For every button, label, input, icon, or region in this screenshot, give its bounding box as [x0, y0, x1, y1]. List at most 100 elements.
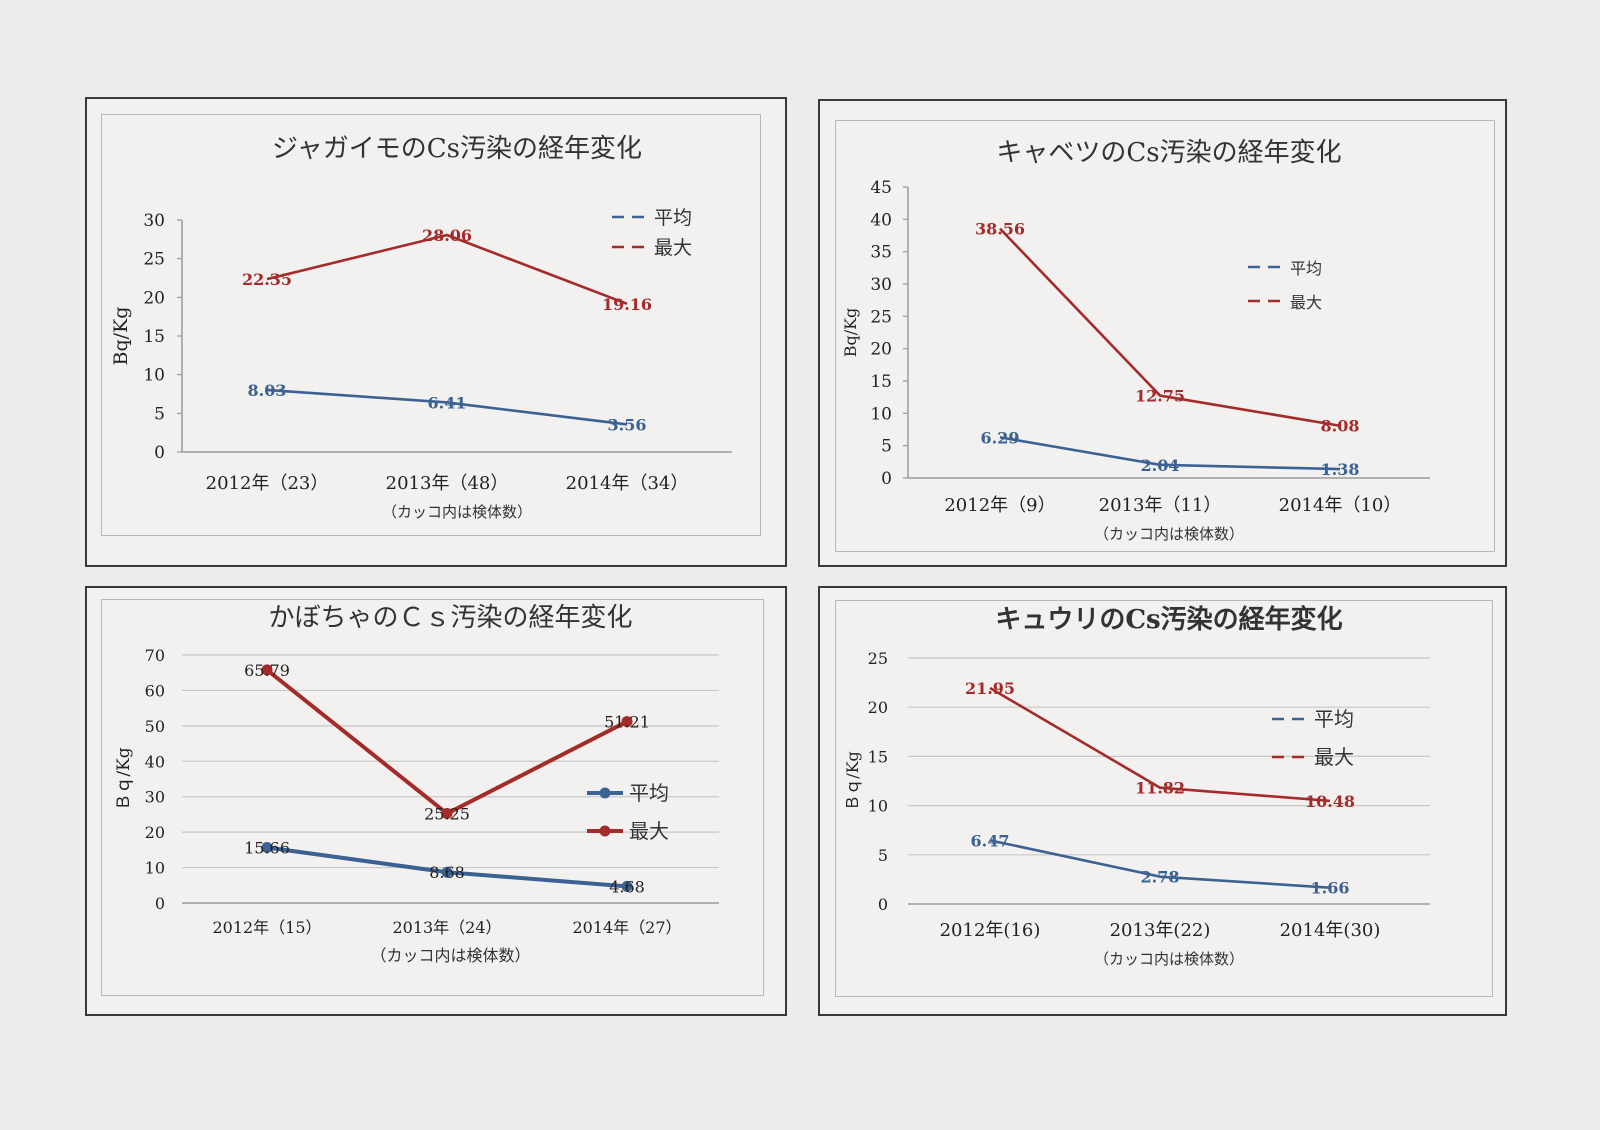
y-tick-label: 20	[143, 288, 165, 308]
legend-label: 平均	[654, 207, 692, 229]
y-tick-label: 25	[870, 307, 892, 327]
data-point	[441, 866, 453, 878]
chart-title: かぼちゃのＣｓ汚染の経年変化	[268, 603, 632, 633]
chart-panel-pumpkin: かぼちゃのＣｓ汚染の経年変化 0 10 20 30 40 50 60 70 Ｂｑ/Kg 2012年（…	[85, 586, 787, 1016]
data-label: 25.25	[424, 805, 470, 824]
data-label: 6.41	[428, 393, 467, 412]
y-tick-label: 50	[145, 717, 165, 736]
y-tick-label: 30	[145, 788, 165, 807]
y-axis-label: Bq/Kg	[110, 307, 132, 366]
chart-panel-potato: ジャガイモのCs汚染の経年変化 0 5 10 15 20 25 30 Bq/Kg 2012年（23…	[85, 97, 787, 567]
data-point	[621, 880, 633, 892]
data-point	[261, 842, 273, 854]
y-tick-label: 35	[870, 243, 892, 263]
x-tick-label: 2013年(22)	[1110, 920, 1211, 941]
data-label: 22.35	[242, 270, 292, 289]
data-label: 3.56	[608, 415, 647, 434]
data-label: 38.56	[975, 220, 1025, 239]
y-tick-label: 20	[868, 698, 888, 717]
y-tick-label: 30	[143, 211, 165, 231]
legend-label: 最大	[629, 819, 669, 843]
y-tick-label: 0	[881, 469, 892, 489]
legend-label: 最大	[1314, 745, 1354, 769]
y-tick-label: 40	[870, 210, 892, 230]
y-tick-label: 25	[868, 649, 888, 668]
y-tick-label: 70	[145, 646, 165, 665]
legend-marker	[599, 825, 611, 837]
series-line-平均	[266, 388, 628, 426]
chart-frame-pumpkin	[101, 599, 764, 996]
y-tick-label: 15	[870, 372, 892, 392]
data-label: 1.38	[1321, 460, 1360, 479]
data-label: 51.21	[604, 713, 650, 732]
series-line-最大	[265, 668, 628, 816]
x-tick-label: 2014年（10）	[1279, 495, 1402, 516]
data-label: 21.95	[965, 679, 1015, 698]
data-label: 28.06	[422, 226, 472, 245]
data-point	[621, 716, 633, 728]
chart-pumpkin: かぼちゃのＣｓ汚染の経年変化 0 10 20 30 40 50 60 70 Ｂｑ/Kg 2012年（…	[114, 603, 719, 965]
x-tick-label: 2013年（48）	[386, 473, 509, 494]
data-point	[441, 808, 453, 820]
data-label: 10.48	[1305, 792, 1355, 811]
chart-title: ジャガイモのCs汚染の経年変化	[272, 134, 642, 164]
data-label: 11.82	[1135, 779, 1185, 798]
chart-title: キャベツのCs汚染の経年変化	[996, 138, 1341, 168]
axis-note: （カッコ内は検体数）	[1094, 525, 1244, 543]
data-point	[261, 664, 273, 676]
y-tick-label: 10	[868, 797, 888, 816]
x-tick-label: 2014年（34）	[566, 473, 689, 494]
chart-title: キュウリのCs汚染の経年変化	[995, 604, 1342, 635]
x-tick-label: 2012年（9）	[944, 495, 1055, 516]
data-label: 1.66	[1311, 879, 1350, 898]
y-tick-label: 45	[870, 178, 892, 198]
x-tick-label: 2013年（11）	[1099, 495, 1222, 516]
y-tick-label: 40	[145, 752, 165, 771]
data-label: 65.79	[244, 661, 290, 680]
data-label: 4.68	[609, 877, 645, 896]
y-tick-label: 20	[870, 340, 892, 360]
y-tick-label: 10	[143, 366, 165, 386]
data-label: 12.75	[1135, 387, 1185, 406]
legend-marker	[599, 787, 611, 799]
data-label: 8.68	[429, 863, 465, 882]
y-tick-label: 15	[143, 327, 165, 347]
chart-frame-potato	[101, 114, 761, 536]
data-label: 8.08	[1321, 417, 1360, 436]
y-tick-label: 0	[878, 895, 888, 914]
y-tick-label: 10	[145, 859, 165, 878]
data-label: 2.78	[1141, 868, 1180, 887]
y-tick-label: 15	[868, 747, 888, 766]
x-tick-label: 2013年（24）	[392, 918, 501, 937]
chart-potato: ジャガイモのCs汚染の経年変化 0 5 10 15 20 25 30 Bq/Kg 2012年（23…	[110, 134, 732, 521]
chart-panel-cucumber: キュウリのCs汚染の経年変化 0 5 10 15 20 25 Ｂｑ/Kg 2012年(16) 20…	[818, 586, 1507, 1016]
chart-cucumber: キュウリのCs汚染の経年変化 0 5 10 15 20 25 Ｂｑ/Kg 2012年(16) 20…	[843, 604, 1430, 968]
x-tick-label: 2012年（23）	[206, 473, 329, 494]
legend-label: 最大	[654, 237, 692, 259]
series-line-平均	[989, 839, 1331, 889]
series-line-平均	[999, 436, 1341, 471]
chart-frame-cucumber	[835, 600, 1493, 997]
series-line-最大	[989, 686, 1331, 803]
axis-note: （カッコ内は検体数）	[1094, 950, 1244, 968]
y-tick-label: 60	[145, 681, 165, 700]
y-axis-label: Bq/Kg	[841, 308, 860, 358]
y-tick-label: 5	[881, 437, 892, 457]
series-line-最大	[266, 233, 628, 306]
y-tick-label: 30	[870, 275, 892, 295]
legend-label: 平均	[1290, 259, 1322, 278]
data-label: 6.29	[981, 428, 1020, 447]
x-tick-label: 2014年(30)	[1280, 920, 1381, 941]
legend-label: 平均	[1314, 707, 1354, 731]
chart-frame-cabbage	[835, 120, 1495, 552]
chart-panel-cabbage: キャベツのCs汚染の経年変化 0 5 10 15 20 25 30 35 40 45 Bq/Kg 201…	[818, 99, 1507, 567]
y-tick-label: 5	[154, 404, 165, 424]
x-tick-label: 2012年(16)	[940, 920, 1041, 941]
y-tick-label: 20	[145, 823, 165, 842]
y-axis-label: Ｂｑ/Kg	[843, 751, 862, 811]
y-tick-label: 0	[154, 443, 165, 463]
legend-label: 最大	[1290, 293, 1322, 312]
data-label: 15.66	[244, 839, 290, 858]
data-label: 8.03	[248, 381, 287, 400]
legend-label: 平均	[629, 781, 669, 805]
